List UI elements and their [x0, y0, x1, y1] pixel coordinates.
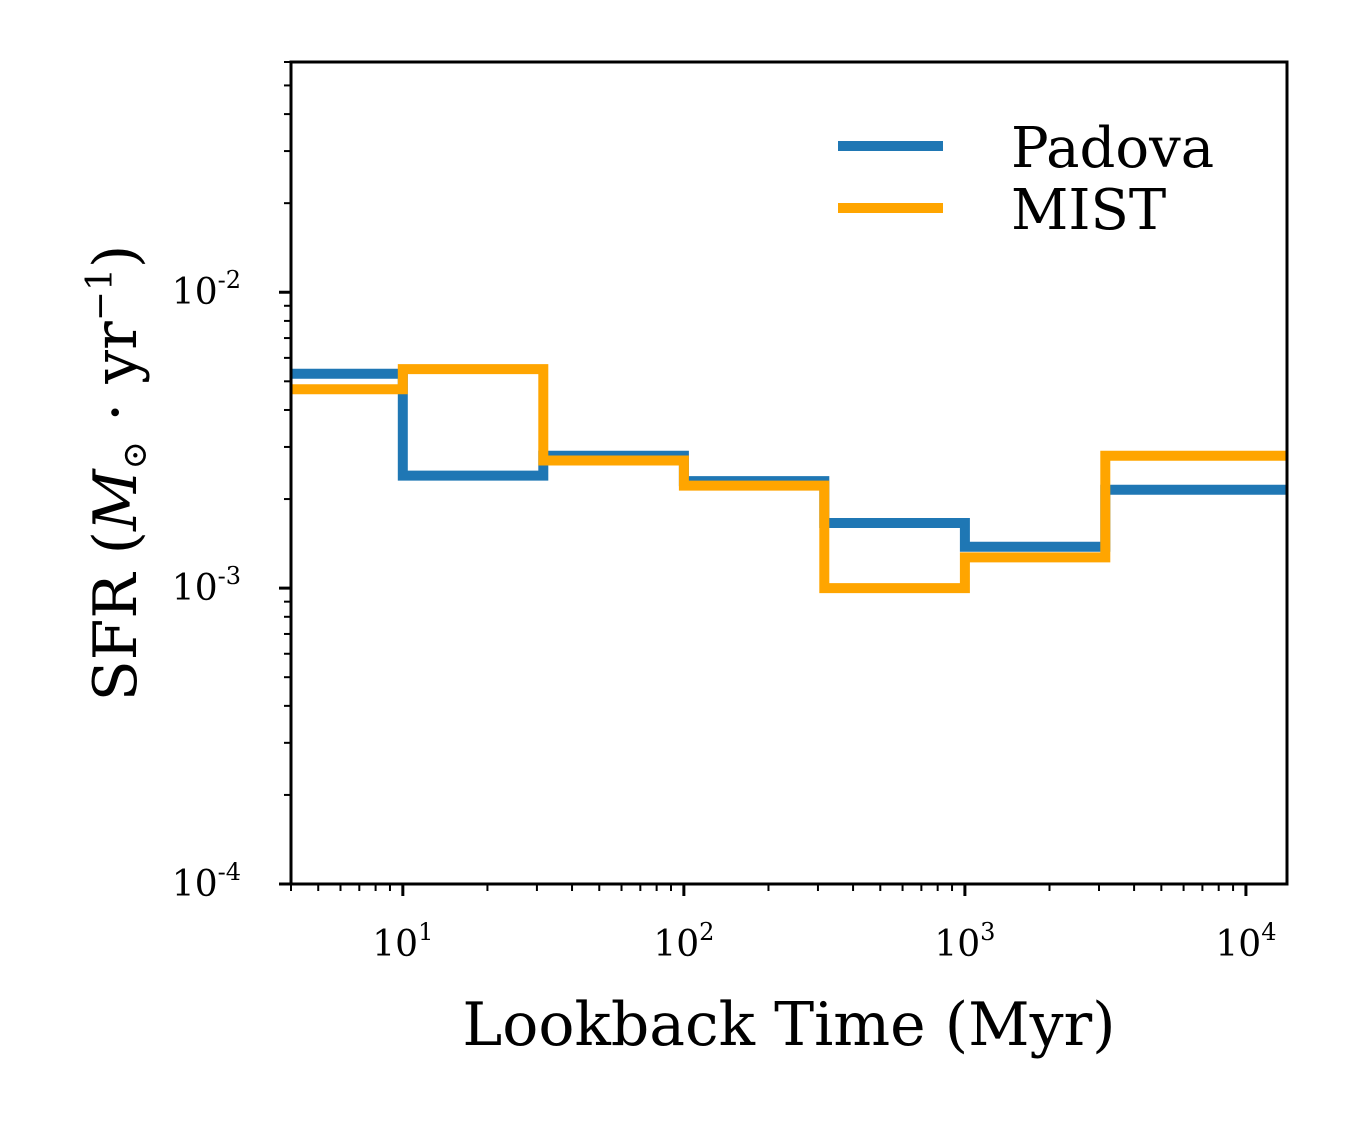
plot-frame	[289, 60, 1289, 886]
series-line-mist	[291, 364, 1287, 594]
y-axis-title-mass: M	[81, 468, 151, 532]
y-tick-label: 10-3	[172, 562, 241, 609]
legend-label-mist: MIST	[1011, 178, 1166, 243]
x-axis-title: Lookback Time (Myr)	[462, 990, 1115, 1060]
y-axis-title-exp: −1	[80, 268, 121, 321]
x-tick-label: 104	[1215, 918, 1276, 965]
y-axis-title-mid: · yr	[81, 321, 151, 441]
y-tick-label: 10-4	[172, 858, 241, 905]
ticks-layer: 101 102 103 104 10-4 10-3 10-2	[172, 61, 1276, 965]
y-tick-label: 10-2	[172, 266, 241, 313]
y-axis-title-suffix: )	[81, 245, 151, 268]
legend-label-padova: Padova	[1011, 116, 1214, 181]
y-axis-title-prefix: SFR (	[81, 531, 151, 701]
y-axis-title-sun: ⊙	[115, 441, 155, 470]
x-tick-label: 102	[653, 918, 714, 965]
series-layer	[291, 364, 1287, 594]
x-tick-label: 103	[934, 918, 995, 965]
x-tick-label: 101	[372, 918, 433, 965]
y-axis-title: SFR (M⊙ · yr−1)	[80, 245, 155, 702]
